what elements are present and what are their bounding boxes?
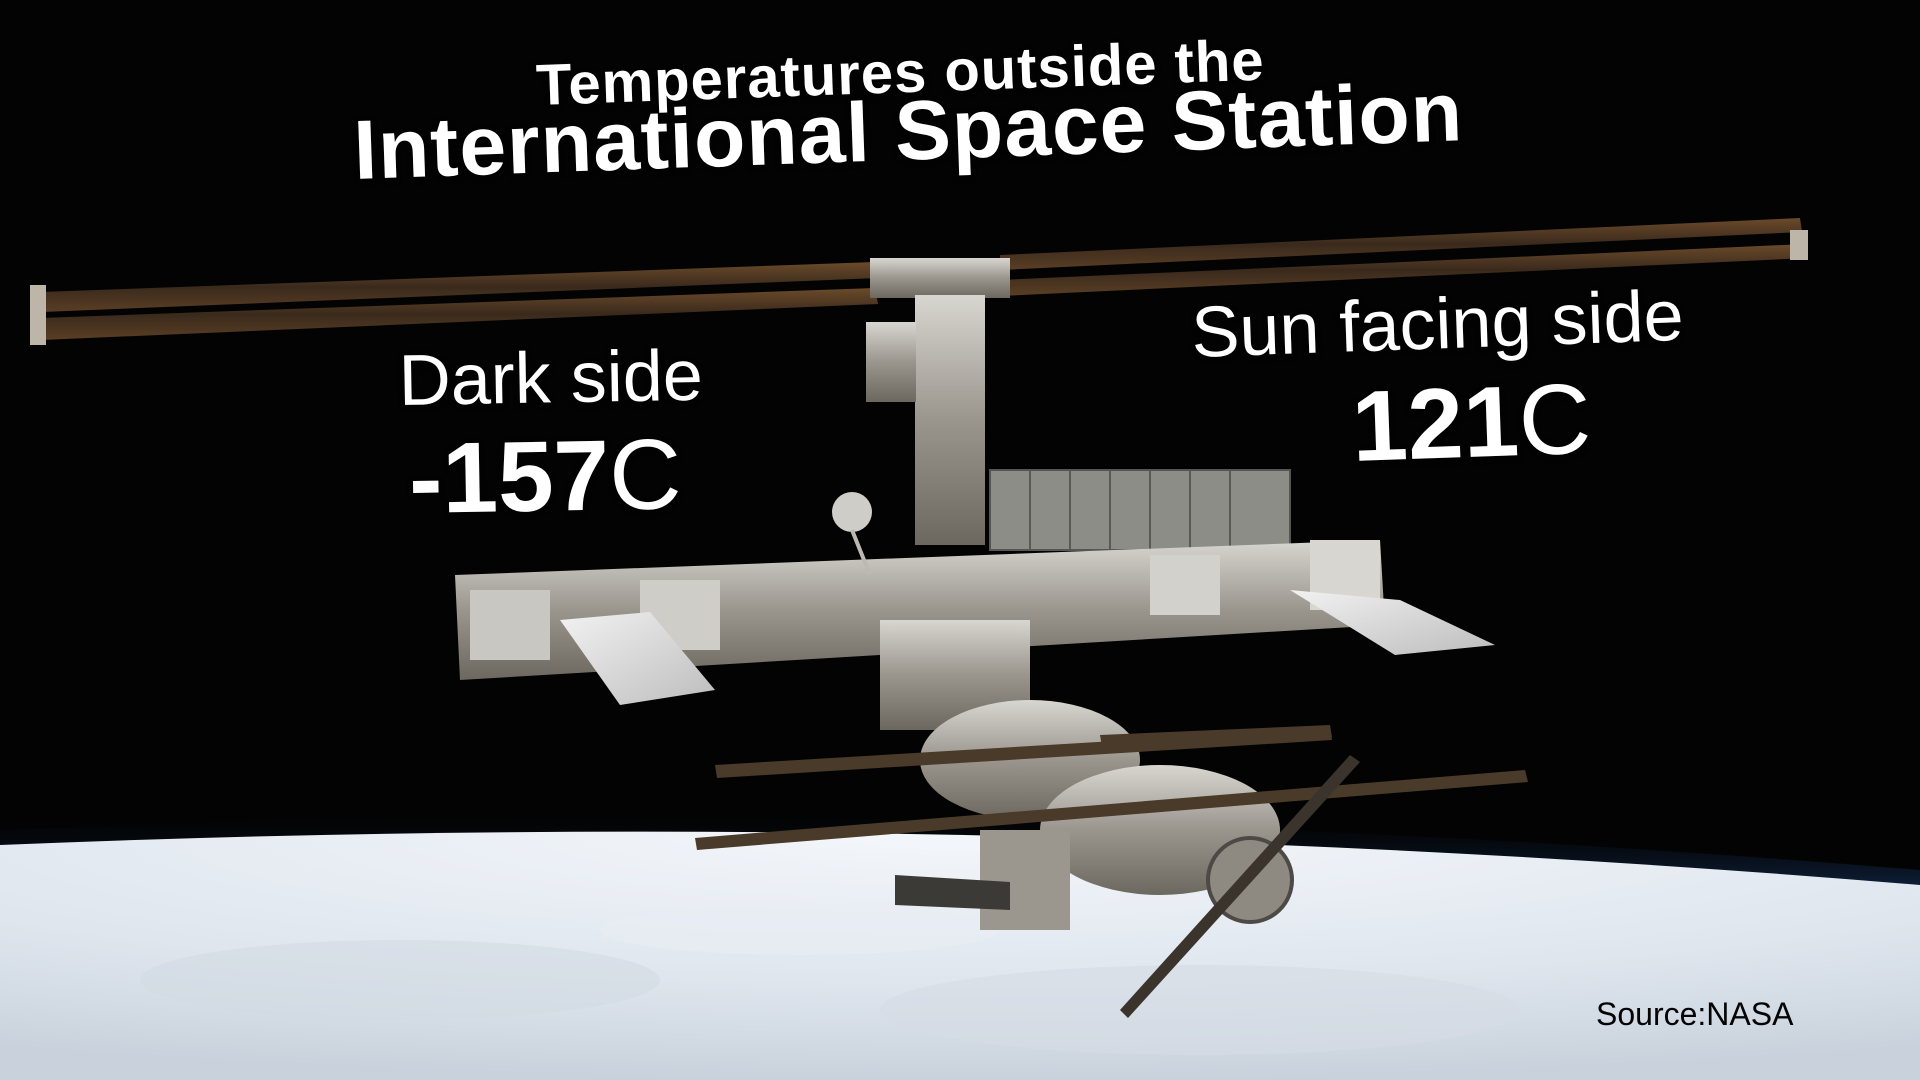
- dark-side-temperature: -157C: [408, 417, 682, 537]
- space-station: [30, 218, 1808, 1018]
- sun-side-label: Sun facing side: [1190, 275, 1685, 373]
- dark-side-temperature-unit: C: [608, 418, 683, 532]
- earth-horizon: [0, 816, 1920, 1080]
- dark-side-label: Dark side: [398, 335, 704, 421]
- sun-side-temperature-value: 121: [1350, 365, 1521, 483]
- right-solar-array: [1000, 218, 1808, 296]
- sun-side-temperature: 121C: [1350, 362, 1593, 485]
- source-credit: Source:NASA: [1596, 996, 1794, 1032]
- dark-side-temperature-value: -157: [408, 419, 611, 535]
- sun-side-temperature-unit: C: [1516, 362, 1593, 478]
- left-solar-array: [30, 262, 878, 345]
